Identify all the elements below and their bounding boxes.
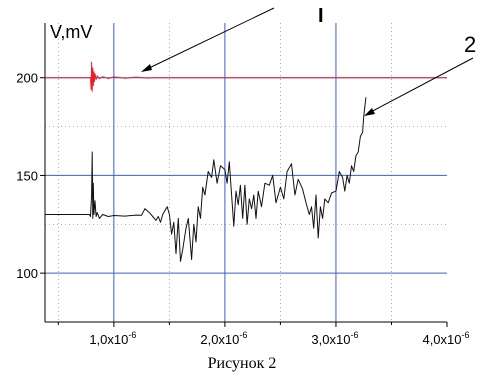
x-tick-label-2: 3,0x10-6: [311, 330, 358, 347]
series-group: [45, 61, 447, 262]
axes: [44, 23, 447, 323]
y-tick-label-2: 200: [16, 71, 38, 86]
series-line-2: [45, 97, 367, 262]
y-axis-label: V,mV: [50, 22, 92, 42]
minor-grid: [45, 23, 447, 322]
series-line-1: [45, 61, 447, 92]
x-tick-label-0: 1,0x10-6: [89, 330, 136, 347]
annotation-label-2: 2: [464, 32, 476, 57]
x-tick-label-1: 2,0x10-6: [200, 330, 247, 347]
y-tick-label-0: 100: [16, 266, 38, 281]
axis-ticks: 1,0x10-6 2,0x10-6 3,0x10-6 4,0x10-6 100 150 20…: [16, 71, 469, 347]
annotation-arrow-1: [141, 7, 275, 72]
figure-caption: Рисунок 2: [208, 355, 277, 372]
x-tick-label-3: 4,0x10-6: [422, 330, 469, 347]
annotation-arrow-2: [364, 57, 474, 116]
annotation-label-1: I: [318, 5, 324, 27]
major-grid: [45, 23, 447, 322]
y-tick-label-1: 150: [16, 168, 38, 183]
